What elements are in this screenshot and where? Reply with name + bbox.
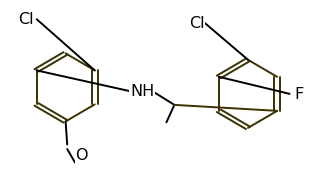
Text: Cl: Cl <box>189 15 204 31</box>
Text: F: F <box>295 87 304 102</box>
Text: Cl: Cl <box>18 12 33 27</box>
Text: O: O <box>75 148 88 163</box>
Text: NH: NH <box>130 84 155 99</box>
